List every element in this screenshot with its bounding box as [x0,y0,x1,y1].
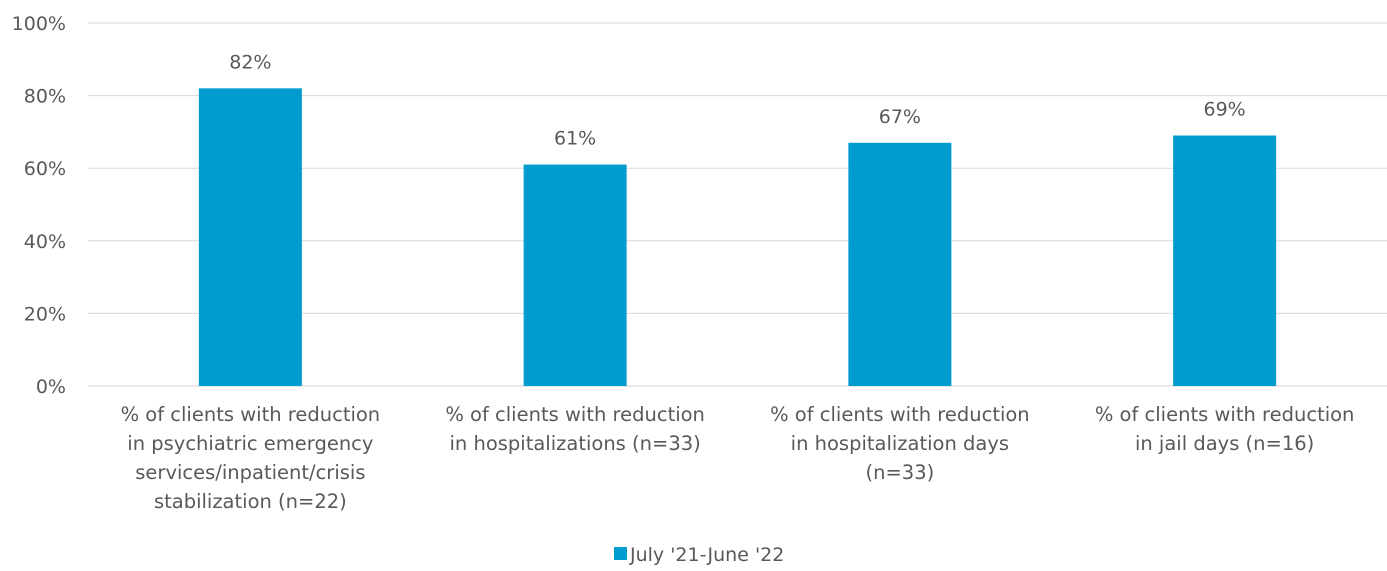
category-label-line: services/inpatient/crisis [135,461,365,484]
category-label: % of clients with reduction in hospitaliz… [770,403,1030,484]
x-axis-category-labels: % of clients with reduction in psychiatri… [121,403,1355,513]
bar [198,88,302,386]
y-axis-tick-labels: 0% 20% 40% 60% 80% 100% [12,13,66,398]
category-label: % of clients with reduction in hospitaliz… [445,403,705,455]
category-label-line: in hospitalizations (n=33) [449,432,700,455]
category-label-line: % of clients with reduction [1095,403,1355,426]
category-label-line: % of clients with reduction [770,403,1030,426]
category-label-line: in psychiatric emergency [127,432,373,455]
legend-label: July '21-June '22 [629,544,784,566]
y-tick-label: 0% [36,376,66,398]
bar [523,164,627,386]
category-label-line: stabilization (n=22) [154,490,347,513]
bar [848,142,952,386]
category-label-line: in jail days (n=16) [1135,432,1314,455]
category-label: % of clients with reduction in psychiatri… [121,403,381,513]
data-label: 69% [1204,99,1246,121]
y-tick-label: 20% [24,303,66,325]
category-label-line: % of clients with reduction [445,403,705,426]
y-tick-label: 40% [24,231,66,253]
y-tick-label: 60% [24,158,66,180]
category-label-line: (n=33) [866,461,935,484]
data-labels: 82% 61% 67% 69% [229,51,1245,149]
category-label-line: % of clients with reduction [121,403,381,426]
gridlines [88,22,1387,387]
y-tick-label: 100% [12,13,66,35]
bar [1173,135,1277,386]
data-label: 67% [879,106,921,128]
data-label: 61% [554,128,596,150]
data-label: 82% [229,51,271,73]
legend-swatch [614,547,627,560]
y-tick-label: 80% [24,86,66,108]
bars [198,88,1277,386]
category-label-line: in hospitalization days [791,432,1009,455]
category-label: % of clients with reduction in jail days … [1095,403,1355,455]
legend: July '21-June '22 [614,544,784,566]
